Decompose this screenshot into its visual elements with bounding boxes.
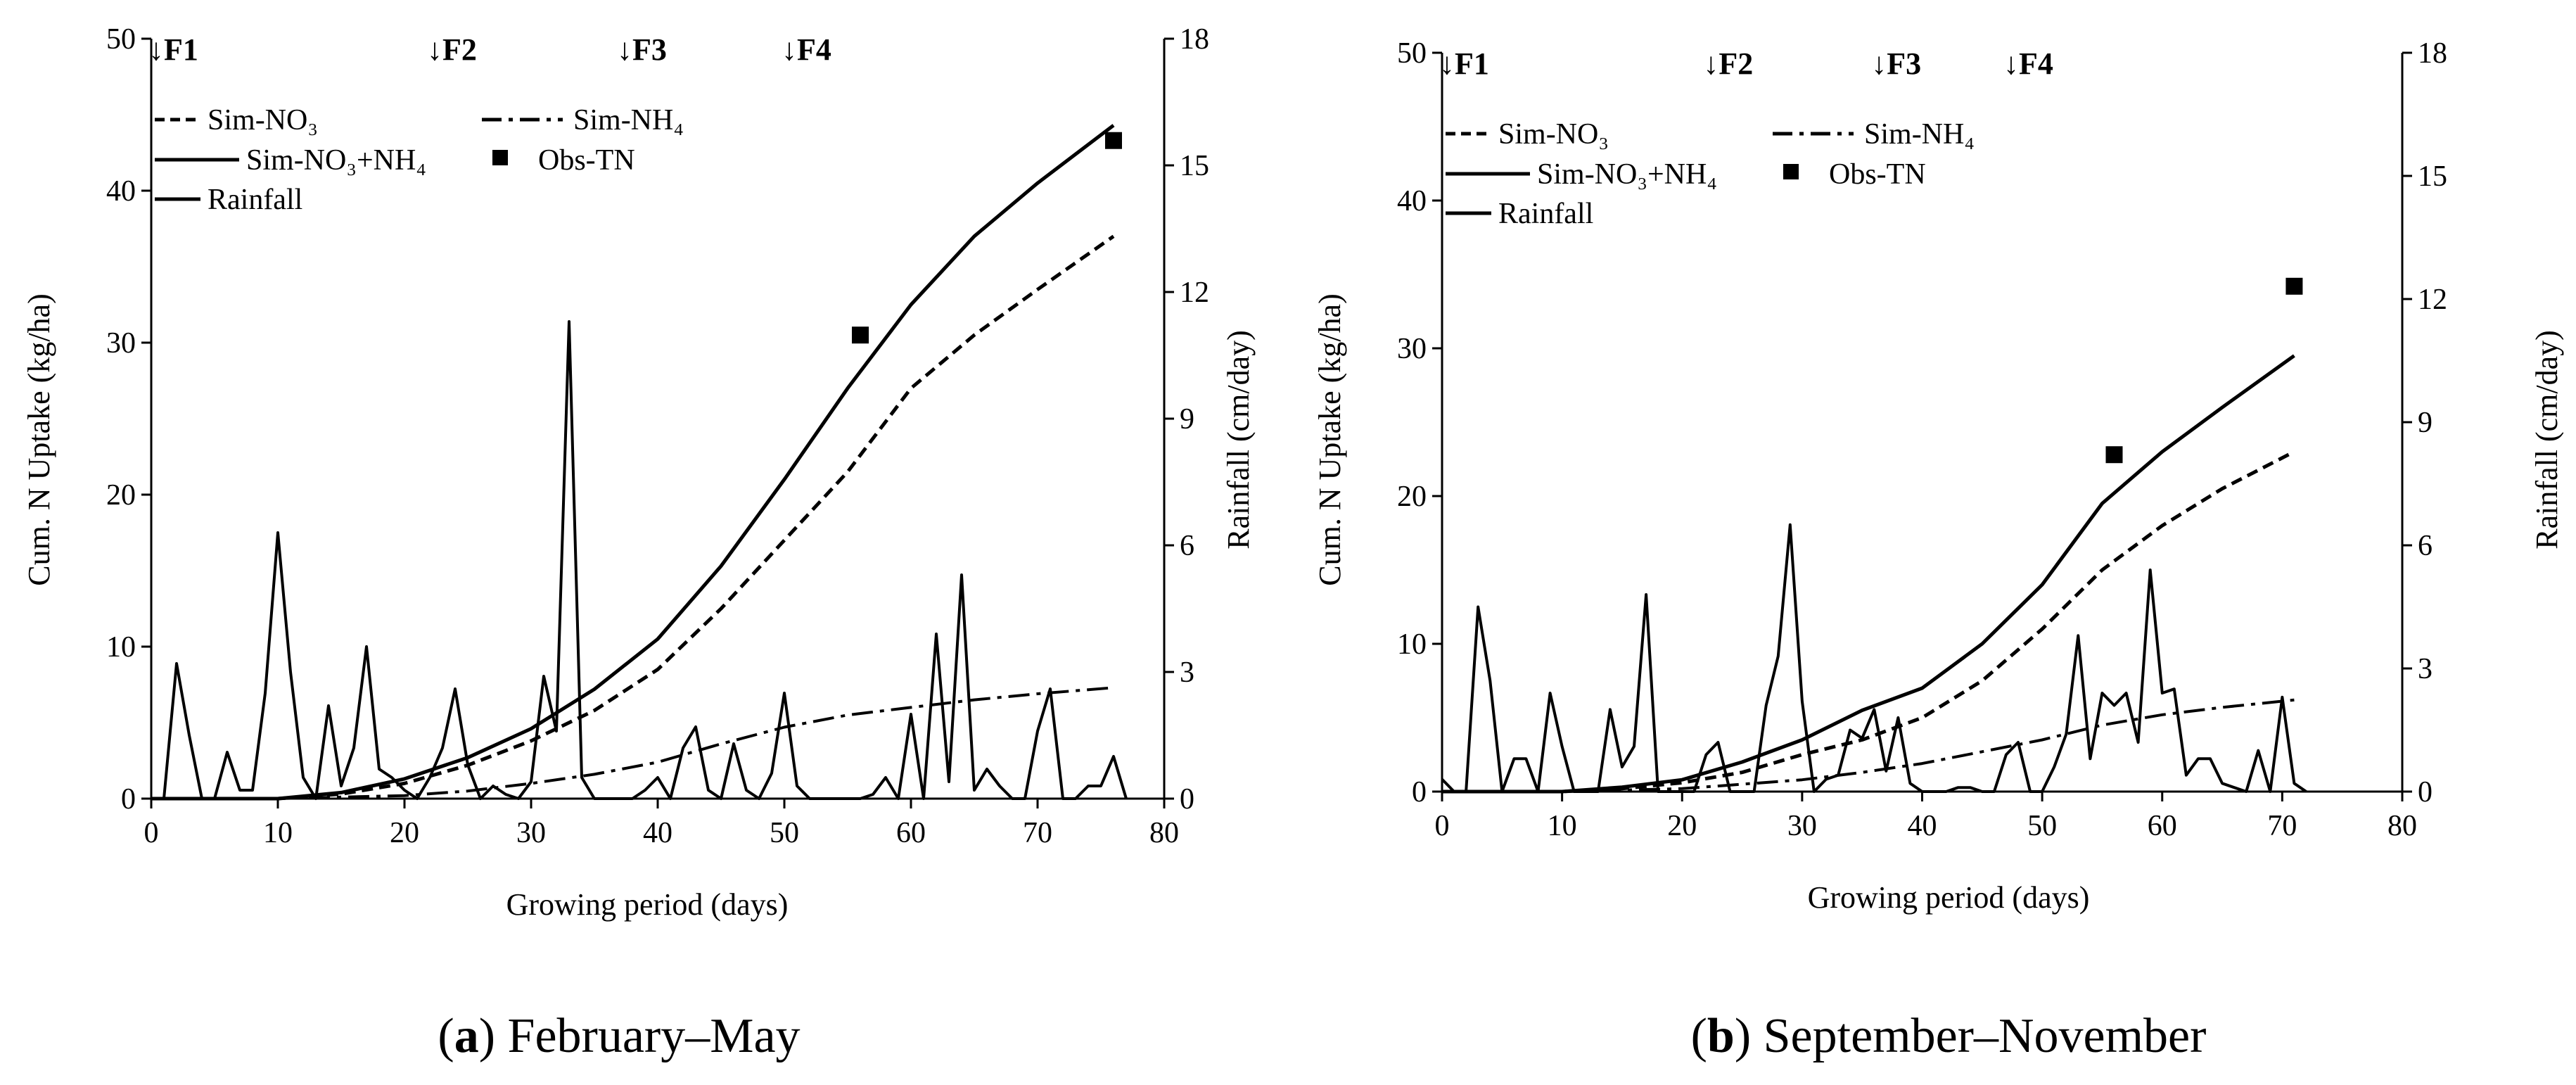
y-tick-label: 20 [1397,481,1427,513]
y-tick-label: 0 [1412,776,1427,808]
legend-swatch [1783,164,1799,179]
y-tick-label: 40 [106,175,136,208]
y2-tick-label: 12 [2418,284,2447,316]
sim-total-line [151,124,1115,801]
caption-a: (a) February–May [438,1009,800,1063]
fertilizer-marker: ↓F3 [1871,46,1921,81]
obs-tn-point [1105,132,1122,149]
obs-tn-point [2105,446,2123,464]
caption-b: (b) September–November [1691,1009,2207,1063]
obs-tn-point [2285,277,2303,295]
x-tick-label: 40 [643,817,672,849]
y2-tick-label: 12 [1180,277,1209,309]
x-tick-label: 50 [2027,810,2057,842]
y2-axis-label: Rainfall (cm/day) [1221,330,1256,550]
legend-label: Sim-NO₃ [1498,118,1609,151]
y-tick-label: 30 [1397,333,1427,365]
legend-label: Rainfall [1498,198,1593,230]
rainfall-line [1441,523,2307,793]
x-tick-label: 30 [1787,810,1817,842]
fertilizer-marker: ↓F1 [148,32,198,67]
y-axis-label: Cum. N Uptake (kg/ha) [22,293,56,585]
fertilizer-marker: ↓F4 [2003,46,2053,81]
y2-axis-label: Rainfall (cm/day) [2530,330,2564,550]
y-tick-label: 30 [106,327,136,360]
y2-tick-label: 18 [1180,23,1209,56]
legend-label: Sim-NH₄ [1864,118,1975,151]
fertilizer-marker: ↓F2 [427,32,477,67]
y2-tick-label: 3 [1180,656,1194,689]
fertilizer-marker: ↓F4 [782,32,831,67]
y2-tick-label: 15 [2418,160,2447,193]
x-tick-label: 70 [1023,817,1052,849]
obs-tn-point [852,326,869,344]
sim-total-line [1442,354,2295,794]
x-tick-label: 20 [1667,810,1697,842]
x-tick-label: 30 [516,817,546,849]
sim-nh4-line [151,686,1114,800]
y2-tick-label: 0 [1180,783,1194,816]
x-axis-label: Growing period (days) [1808,880,2090,915]
x-tick-label: 60 [2148,810,2177,842]
x-tick-label: 0 [1435,810,1450,842]
x-tick-label: 80 [1149,817,1179,849]
y2-tick-label: 3 [2418,653,2432,685]
y-tick-label: 50 [1397,37,1427,70]
y2-tick-label: 6 [1180,530,1194,562]
legend-label: Sim-NO₃+NH₄ [246,144,426,177]
x-tick-label: 70 [2267,810,2297,842]
y-tick-label: 20 [106,479,136,512]
y-axis-label: Cum. N Uptake (kg/ha) [1313,293,1347,585]
y2-tick-label: 15 [1180,150,1209,182]
y2-tick-label: 9 [2418,407,2432,439]
y-tick-label: 10 [1397,628,1427,661]
x-tick-label: 10 [1548,810,1577,842]
x-tick-label: 80 [2387,810,2417,842]
fertilizer-marker: ↓F2 [1703,46,1753,81]
fertilizer-marker: ↓F1 [1439,46,1489,81]
legend-label: Rainfall [208,184,302,216]
y2-tick-label: 6 [2418,530,2432,562]
x-tick-label: 40 [1908,810,1937,842]
y-tick-label: 0 [121,783,136,816]
fertilizer-marker: ↓F3 [617,32,667,67]
x-tick-label: 60 [896,817,926,849]
legend-label: Sim-NH₄ [573,104,684,137]
legend-swatch [492,150,508,165]
y-tick-label: 40 [1397,185,1427,217]
sim-no3-line [151,234,1115,801]
y-tick-label: 50 [106,23,136,56]
x-tick-label: 50 [770,817,799,849]
x-tick-label: 20 [390,817,419,849]
legend-label: Obs-TN [538,144,635,177]
y-tick-label: 10 [106,631,136,664]
x-axis-label: Growing period (days) [506,887,789,922]
sim-no3-line [1442,450,2295,794]
y2-tick-label: 18 [2418,37,2447,70]
y2-tick-label: 9 [1180,403,1194,436]
rainfall-line [151,320,1128,800]
legend-label: Sim-NO₃+NH₄ [1537,158,1717,191]
legend-label: Sim-NO₃ [208,104,318,137]
sim-nh4-line [1442,698,2295,793]
x-tick-label: 0 [144,817,159,849]
legend-label: Obs-TN [1829,158,1926,191]
x-tick-label: 10 [263,817,293,849]
y2-tick-label: 0 [2418,776,2432,808]
